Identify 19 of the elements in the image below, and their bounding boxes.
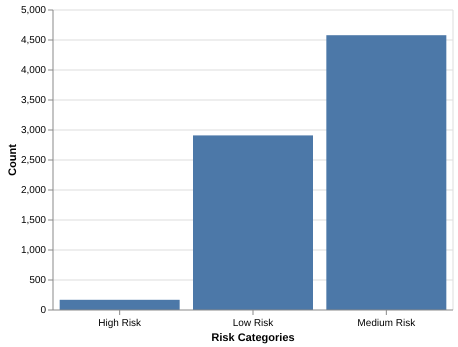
y-tick-label: 2,000 (20, 185, 46, 196)
y-tick-label: 4,500 (20, 35, 46, 46)
y-tick-label: 5,000 (20, 5, 46, 16)
y-tick-label: 0 (40, 305, 46, 316)
bar (326, 35, 446, 310)
x-tick-label: Medium Risk (357, 318, 416, 329)
y-axis-title: Count (7, 144, 19, 176)
y-tick-label: 3,500 (20, 95, 46, 106)
y-tick-label: 3,000 (20, 125, 46, 136)
y-tick-label: 4,000 (20, 65, 46, 76)
bar (60, 300, 180, 310)
x-tick-label: High Risk (98, 318, 142, 329)
y-tick-label: 1,000 (20, 245, 46, 256)
y-tick-label: 2,500 (20, 155, 46, 166)
y-tick-label: 500 (29, 275, 46, 286)
x-axis-title: Risk Categories (211, 332, 295, 344)
bar (193, 135, 313, 310)
y-tick-label: 1,500 (20, 215, 46, 226)
x-tick-label: Low Risk (232, 318, 274, 329)
